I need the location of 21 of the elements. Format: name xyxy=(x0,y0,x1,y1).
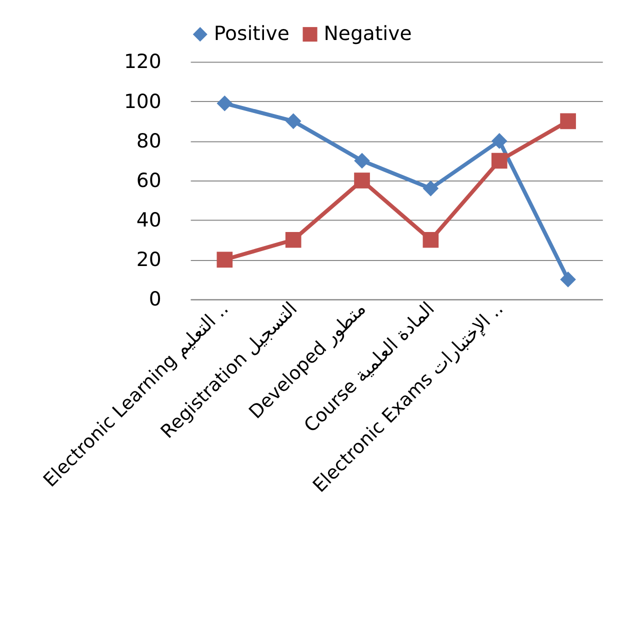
point xyxy=(491,133,508,149)
point xyxy=(354,152,370,169)
point xyxy=(422,232,439,248)
point xyxy=(216,95,233,112)
legend-label: Positive xyxy=(214,22,290,46)
y-tick-label: 40 xyxy=(136,208,162,232)
point xyxy=(491,152,508,169)
point xyxy=(285,232,302,248)
y-tick-label: 0 xyxy=(148,288,162,311)
y-tick-label: 20 xyxy=(136,248,162,272)
y-tick-label: 100 xyxy=(124,90,162,113)
point xyxy=(354,172,370,188)
y-tick-label: 60 xyxy=(136,168,162,192)
y-tick-label: 120 xyxy=(124,50,162,74)
point xyxy=(560,113,576,130)
legend-label: Negative xyxy=(324,22,412,46)
point xyxy=(560,272,576,288)
point xyxy=(285,113,302,130)
point xyxy=(216,252,233,268)
y-tick-label: 80 xyxy=(136,129,162,152)
point xyxy=(422,180,439,196)
